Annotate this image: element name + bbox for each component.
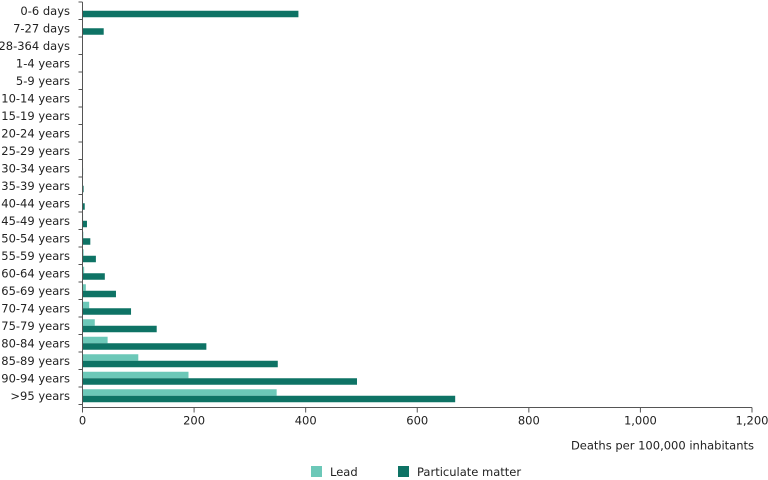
category-label: 35-39 years <box>1 179 70 193</box>
category-label: 90-94 years <box>1 371 70 385</box>
legend-label: Lead <box>330 465 358 479</box>
bar-particulate-matter <box>82 185 84 193</box>
x-tick-label: 200 <box>183 414 205 428</box>
category-label: 70-74 years <box>1 301 70 315</box>
bar-particulate-matter <box>82 343 207 350</box>
category-label: 40-44 years <box>1 196 70 210</box>
category-label: 85-89 years <box>1 354 70 368</box>
x-tick-label: 800 <box>518 414 540 428</box>
bar-lead <box>82 284 86 291</box>
bar-particulate-matter <box>82 255 96 263</box>
bar-particulate-matter <box>82 360 278 368</box>
category-label: >95 years <box>10 389 70 403</box>
x-tick-label: 1,200 <box>736 414 768 428</box>
bar-lead <box>82 319 95 326</box>
category-label: 28-364 days <box>0 39 70 53</box>
bar-particulate-matter <box>82 28 104 35</box>
x-tick-label: 0 <box>79 414 86 428</box>
category-label: 60-64 years <box>1 266 70 280</box>
bar-particulate-matter <box>82 203 85 210</box>
bar-lead <box>82 266 85 274</box>
legend-swatch-particulate-matter <box>398 466 409 477</box>
x-tick-label: 600 <box>406 414 428 428</box>
category-label: 0-6 days <box>20 4 70 18</box>
bar-particulate-matter <box>82 290 116 298</box>
x-tick-label: 400 <box>295 414 317 428</box>
category-label: 50-54 years <box>1 231 70 245</box>
category-label: 75-79 years <box>1 319 70 333</box>
category-label: 5-9 years <box>16 74 70 88</box>
bar-particulate-matter <box>82 395 456 403</box>
bar-particulate-matter <box>82 238 91 245</box>
x-axis-title: Deaths per 100,000 inhabitants <box>571 439 754 453</box>
bar-particulate-matter <box>82 273 105 280</box>
bar-lead <box>82 389 277 396</box>
bar-lead <box>82 301 90 309</box>
bar-particulate-matter <box>82 220 87 228</box>
category-label: 1-4 years <box>16 56 70 70</box>
y-axis-ticks <box>78 1 83 405</box>
bar-particulate-matter <box>82 308 132 315</box>
category-label: 10-14 years <box>1 91 70 105</box>
category-label: 25-29 years <box>1 144 70 158</box>
bar-lead <box>82 371 189 379</box>
category-label: 80-84 years <box>1 336 70 350</box>
bar-particulate-matter <box>82 325 157 333</box>
category-label: 45-49 years <box>1 214 70 228</box>
bar-particulate-matter <box>82 378 357 385</box>
bar-lead <box>82 336 108 344</box>
bar-lead <box>82 249 84 256</box>
category-label: 55-59 years <box>1 249 70 263</box>
category-label: 65-69 years <box>1 284 70 298</box>
category-label: 20-24 years <box>1 126 70 140</box>
legend-swatch-lead <box>311 466 322 477</box>
x-axis-ticks: 0 200 400 600 800 1,000 1,200 <box>79 407 768 428</box>
x-tick-label: 1,000 <box>624 414 657 428</box>
legend-label: Particulate matter <box>417 465 521 479</box>
category-label: 30-34 years <box>1 161 70 175</box>
bar-lead <box>82 354 139 361</box>
legend: Lead Particulate matter <box>311 465 521 479</box>
bars-group <box>82 10 456 403</box>
bar-particulate-matter <box>82 10 299 18</box>
category-label: 15-19 years <box>1 109 70 123</box>
category-label: 7-27 days <box>13 21 70 35</box>
category-labels: 0-6 days 7-27 days 28-364 days 1-4 years 5-9… <box>0 4 70 403</box>
